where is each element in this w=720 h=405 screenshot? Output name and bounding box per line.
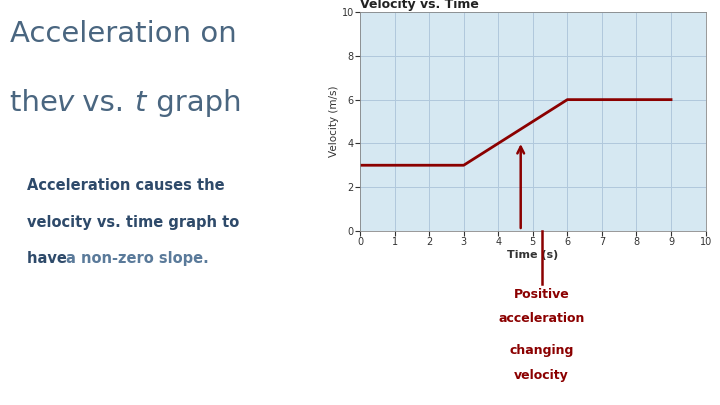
Text: t: t	[134, 89, 145, 117]
Text: velocity: velocity	[514, 369, 569, 382]
Text: Acceleration on: Acceleration on	[10, 20, 237, 48]
Y-axis label: Velocity (m/s): Velocity (m/s)	[329, 86, 338, 157]
Text: a non-zero slope.: a non-zero slope.	[66, 251, 209, 266]
Text: v: v	[57, 89, 74, 117]
Text: velocity vs. time graph to: velocity vs. time graph to	[27, 215, 239, 230]
X-axis label: Time (s): Time (s)	[507, 250, 559, 260]
Text: the: the	[10, 89, 67, 117]
Text: Positive: Positive	[513, 288, 570, 301]
Text: Acceleration causes the: Acceleration causes the	[27, 178, 225, 193]
Text: changing: changing	[509, 344, 574, 357]
Text: acceleration: acceleration	[498, 312, 585, 325]
Text: graph: graph	[147, 89, 242, 117]
Text: vs.: vs.	[73, 89, 133, 117]
Text: Velocity vs. Time: Velocity vs. Time	[360, 0, 479, 11]
Text: have: have	[27, 251, 72, 266]
